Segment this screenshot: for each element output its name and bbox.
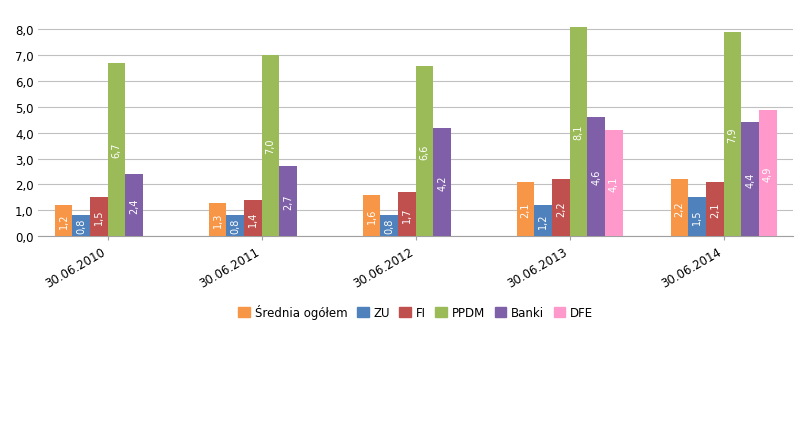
Bar: [516, 182, 534, 236]
Bar: [398, 193, 416, 236]
Bar: [552, 180, 570, 236]
Bar: [73, 216, 90, 236]
Text: 1,2: 1,2: [538, 213, 548, 229]
Text: 2,7: 2,7: [284, 194, 293, 210]
Bar: [280, 167, 297, 236]
Text: 2,2: 2,2: [556, 200, 566, 216]
Text: 7,9: 7,9: [727, 127, 738, 143]
Bar: [381, 216, 398, 236]
Text: 2,2: 2,2: [675, 200, 684, 216]
Legend: Średnia ogółem, ZU, FI, PPDM, Banki, DFE: Średnia ogółem, ZU, FI, PPDM, Banki, DFE: [234, 299, 598, 324]
Bar: [416, 66, 433, 236]
Text: 1,3: 1,3: [213, 212, 222, 227]
Text: 4,4: 4,4: [745, 172, 755, 187]
Bar: [605, 131, 623, 236]
Bar: [433, 128, 451, 236]
Bar: [671, 180, 688, 236]
Bar: [534, 206, 552, 236]
Bar: [760, 110, 776, 236]
Text: 2,1: 2,1: [520, 202, 531, 217]
Text: 6,6: 6,6: [419, 144, 430, 159]
Bar: [244, 201, 262, 236]
Bar: [688, 198, 706, 236]
Text: 4,9: 4,9: [763, 166, 773, 181]
Text: 7,0: 7,0: [266, 138, 276, 154]
Text: 1,5: 1,5: [94, 210, 104, 225]
Text: 4,6: 4,6: [591, 170, 601, 185]
Text: 2,4: 2,4: [129, 198, 139, 213]
Text: 0,8: 0,8: [76, 219, 86, 234]
Bar: [107, 64, 125, 236]
Bar: [363, 196, 381, 236]
Text: 4,2: 4,2: [437, 175, 448, 190]
Text: 1,6: 1,6: [367, 208, 377, 224]
Text: 1,5: 1,5: [692, 210, 702, 225]
Text: 6,7: 6,7: [112, 143, 122, 158]
Bar: [742, 123, 760, 236]
Text: 0,8: 0,8: [384, 219, 394, 234]
Text: 1,7: 1,7: [402, 207, 412, 222]
Bar: [208, 203, 226, 236]
Bar: [570, 28, 587, 236]
Bar: [587, 118, 605, 236]
Text: 0,8: 0,8: [230, 219, 240, 234]
Text: 1,4: 1,4: [248, 211, 258, 226]
Text: 2,1: 2,1: [710, 202, 720, 217]
Bar: [55, 206, 73, 236]
Text: 8,1: 8,1: [574, 124, 583, 140]
Bar: [706, 182, 724, 236]
Bar: [724, 33, 742, 236]
Bar: [125, 175, 143, 236]
Text: 1,2: 1,2: [58, 213, 69, 229]
Bar: [90, 198, 107, 236]
Text: 4,1: 4,1: [609, 176, 619, 191]
Bar: [262, 56, 280, 236]
Bar: [226, 216, 244, 236]
